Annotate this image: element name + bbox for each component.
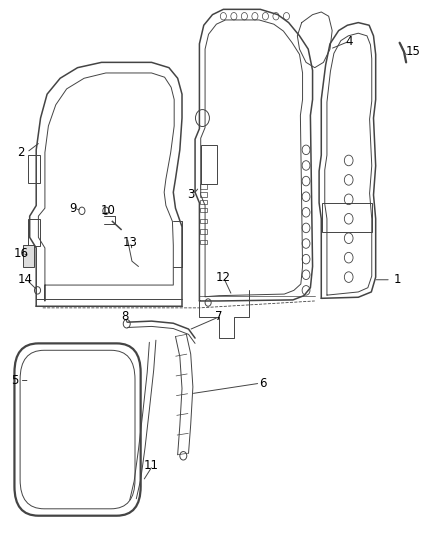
Text: 7: 7 [215,310,223,324]
Bar [28,155,40,183]
Bar [200,240,207,244]
Bar [201,144,217,184]
Bar [200,200,207,205]
Bar [200,184,207,189]
Bar [23,245,34,266]
Text: 14: 14 [18,273,33,286]
Bar [322,203,372,232]
Text: 11: 11 [144,459,159,472]
Text: 5: 5 [11,374,18,387]
Text: 2: 2 [17,146,25,159]
Text: 13: 13 [122,236,137,249]
Text: 16: 16 [14,247,28,260]
Text: 9: 9 [70,201,77,215]
Bar [200,208,207,213]
Bar [200,192,207,197]
Bar [28,219,40,246]
Bar [200,219,207,223]
Text: 10: 10 [101,204,116,217]
Bar [200,229,207,233]
Text: 3: 3 [187,189,194,201]
Text: 15: 15 [405,45,420,58]
Text: 1: 1 [394,273,401,286]
Text: 4: 4 [346,35,353,47]
Text: 6: 6 [259,377,266,390]
Text: 8: 8 [122,310,129,324]
Text: 12: 12 [216,271,231,284]
